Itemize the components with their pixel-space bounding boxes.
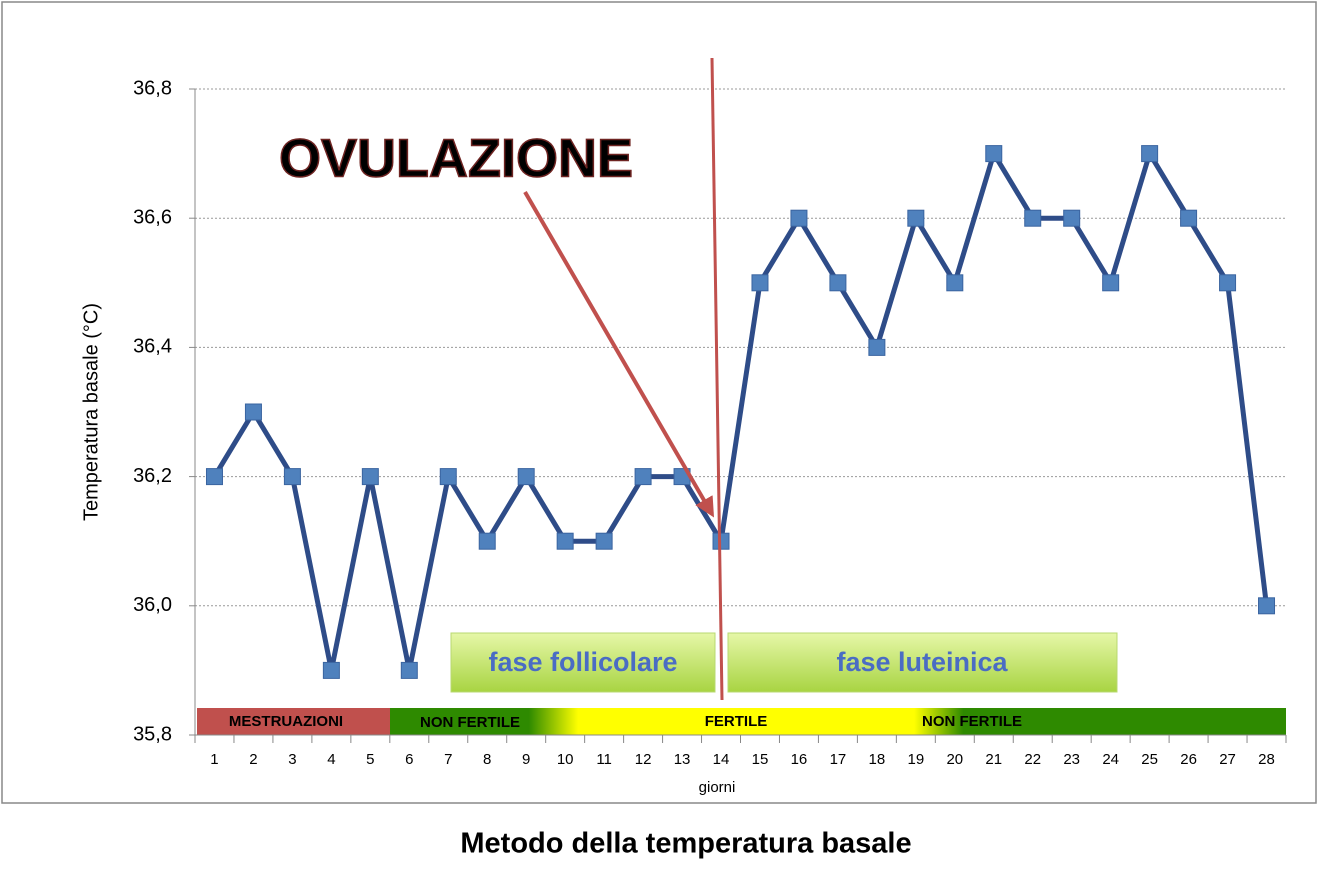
- phase-box: [727, 632, 1118, 693]
- phase-label: fase luteinica: [836, 647, 1008, 677]
- x-tick-label: 7: [444, 751, 452, 768]
- x-tick-label: 18: [869, 751, 886, 768]
- y-tick-label: 36,8: [133, 77, 172, 99]
- phase-box: [450, 632, 716, 693]
- data-point: [946, 274, 964, 292]
- x-tick-label: 1: [210, 751, 218, 768]
- data-point: [517, 468, 535, 486]
- band-label: MESTRUAZIONI: [229, 713, 343, 730]
- y-tick-label: 35,8: [133, 723, 172, 745]
- x-tick-label: 10: [557, 751, 574, 768]
- x-axis-label: giorni: [699, 779, 736, 796]
- x-tick-label: 25: [1141, 751, 1158, 768]
- ovulation-arrow: [523, 190, 715, 518]
- data-point: [1141, 145, 1159, 163]
- x-tick-label: 21: [985, 751, 1002, 768]
- data-point: [634, 468, 652, 486]
- data-point: [1063, 209, 1081, 227]
- x-tick-label: 8: [483, 751, 491, 768]
- data-point: [1024, 209, 1042, 227]
- x-tick-label: 22: [1024, 751, 1041, 768]
- x-tick-label: 17: [830, 751, 847, 768]
- x-tick-label: 4: [327, 751, 335, 768]
- phase-label: fase follicolare: [488, 647, 677, 677]
- band-label: NON FERTILE: [420, 714, 520, 731]
- y-tick-label: 36,2: [133, 465, 172, 487]
- data-point: [244, 403, 262, 421]
- data-point: [556, 532, 574, 550]
- x-tick-label: 5: [366, 751, 374, 768]
- x-tick-label: 3: [288, 751, 296, 768]
- chart-title: Metodo della temperatura basale: [460, 828, 911, 860]
- x-tick-label: 23: [1063, 751, 1080, 768]
- data-point: [907, 209, 925, 227]
- frame: [1, 1, 1317, 804]
- ovulation-line: [710, 57, 724, 701]
- data-point: [595, 532, 613, 550]
- phase-bands: MESTRUAZIONI NON FERTILE FERTILE NON FER…: [197, 708, 1286, 735]
- data-point: [322, 661, 340, 679]
- data-point: [400, 661, 418, 679]
- band-menstruation: [197, 708, 390, 735]
- x-tick-label: 9: [522, 751, 530, 768]
- x-tick-label: 20: [946, 751, 963, 768]
- data-point: [829, 274, 847, 292]
- x-tick-label: 16: [791, 751, 808, 768]
- x-tick-label: 27: [1219, 751, 1236, 768]
- data-point: [868, 338, 886, 356]
- data-point: [1219, 274, 1237, 292]
- x-tick-label: 13: [674, 751, 691, 768]
- y-axis-label: Temperatura basale (°C): [80, 303, 102, 521]
- band-label: NON FERTILE: [922, 713, 1022, 730]
- y-tick-label: 36,6: [133, 206, 172, 228]
- data-point: [1180, 209, 1198, 227]
- data-point: [478, 532, 496, 550]
- data-point: [439, 468, 457, 486]
- band-fertility: [390, 708, 1286, 735]
- ovulation-label: OVULAZIONE: [279, 128, 633, 188]
- x-tick-label: 6: [405, 751, 413, 768]
- data-point: [1102, 274, 1120, 292]
- data-point: [751, 274, 769, 292]
- data-point: [283, 468, 301, 486]
- band-label: FERTILE: [705, 713, 768, 730]
- x-tick-label: 2: [249, 751, 257, 768]
- x-tick-label: 28: [1258, 751, 1275, 768]
- data-point: [790, 209, 808, 227]
- data-point: [361, 468, 379, 486]
- x-tick-label: 24: [1102, 751, 1119, 768]
- x-tick-label: 12: [635, 751, 652, 768]
- x-tick-label: 14: [713, 751, 730, 768]
- data-line: [212, 151, 1270, 673]
- x-tick-label: 26: [1180, 751, 1197, 768]
- y-tick-label: 36,0: [133, 594, 172, 616]
- y-tick-label: 36,4: [133, 336, 172, 358]
- data-point: [205, 468, 223, 486]
- data-point: [1258, 597, 1276, 615]
- x-tick-label: 11: [596, 751, 612, 768]
- data-point: [985, 145, 1003, 163]
- x-tick-label: 15: [752, 751, 769, 768]
- x-tick-label: 19: [907, 751, 924, 768]
